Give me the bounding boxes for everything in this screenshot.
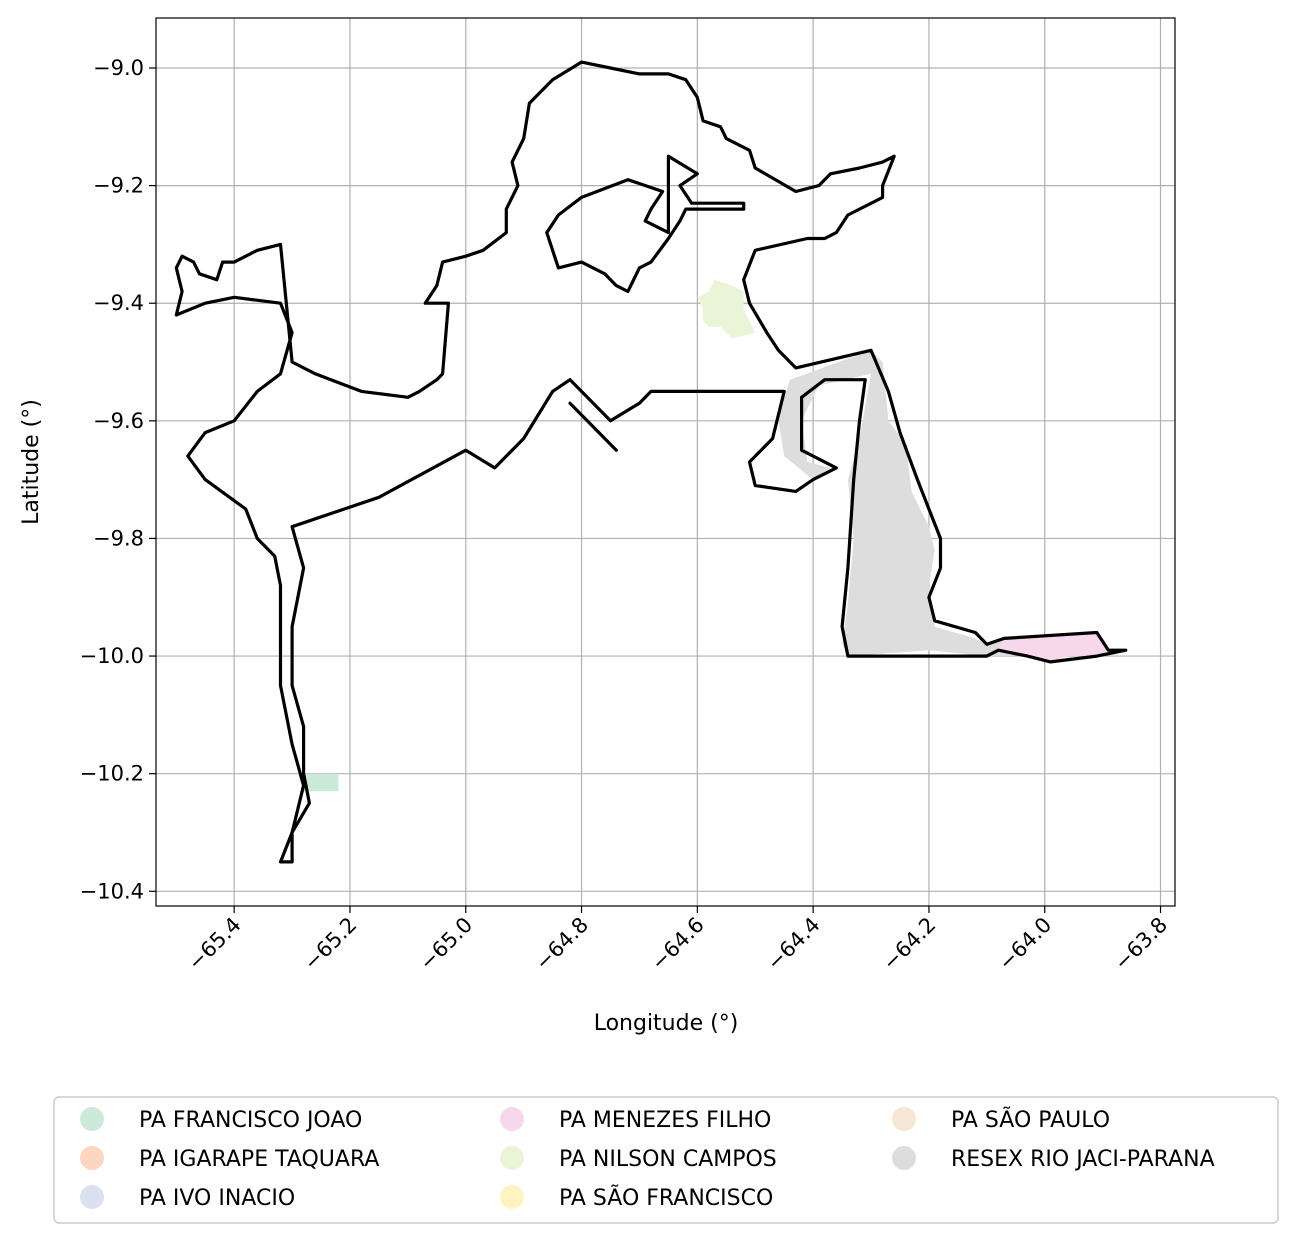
legend-label: PA IVO INACIO	[139, 1186, 295, 1211]
y-tick-label: −9.0	[93, 56, 144, 80]
legend-label: PA SÃO PAULO	[951, 1106, 1110, 1133]
y-axis-label: Latitude (°)	[19, 399, 44, 525]
legend-label: RESEX RIO JACI-PARANA	[951, 1147, 1215, 1172]
region-fills	[297, 279, 1126, 792]
y-tick-label: −10.4	[80, 879, 144, 903]
region-resex-rio-jaci-parana	[778, 350, 1063, 657]
y-tick-label: −10.0	[80, 644, 144, 668]
boundary-lines	[174, 60, 1128, 864]
y-tick-label: −10.2	[80, 762, 144, 786]
legend-label: PA NILSON CAMPOS	[559, 1147, 777, 1172]
legend-box	[53, 1096, 1279, 1224]
region-pa-francisco-joao	[297, 773, 339, 792]
spur-line	[568, 401, 618, 452]
legend-marker	[500, 1107, 524, 1131]
region-pa-nilson-campos	[697, 279, 756, 339]
outer-boundary	[174, 60, 1128, 864]
legend-marker	[80, 1107, 104, 1131]
legend-marker	[892, 1107, 916, 1131]
y-tick-label: −9.2	[93, 174, 144, 198]
legend-label: PA SÃO FRANCISCO	[559, 1184, 773, 1211]
legend-marker	[892, 1146, 916, 1170]
legend-marker	[500, 1185, 524, 1209]
legend: PA FRANCISCO JOAO PA IGARAPE TAQUARA PA IV…	[80, 1106, 1215, 1211]
legend-marker	[80, 1146, 104, 1170]
grid	[156, 18, 1175, 906]
legend-label: PA MENEZES FILHO	[559, 1108, 771, 1133]
y-tick-label: −9.6	[93, 409, 144, 433]
legend-label: PA IGARAPE TAQUARA	[139, 1147, 379, 1172]
region-pa-menezes-filho	[998, 632, 1126, 662]
legend-marker	[80, 1185, 104, 1209]
y-tick-label: −9.4	[93, 291, 144, 315]
plot-frame	[155, 17, 1176, 907]
x-axis-label: Longitude (°)	[594, 1011, 739, 1036]
y-tick-label: −9.8	[93, 526, 144, 550]
legend-label: PA FRANCISCO JOAO	[139, 1108, 362, 1133]
legend-marker	[500, 1146, 524, 1170]
inner-boundary	[545, 154, 746, 294]
